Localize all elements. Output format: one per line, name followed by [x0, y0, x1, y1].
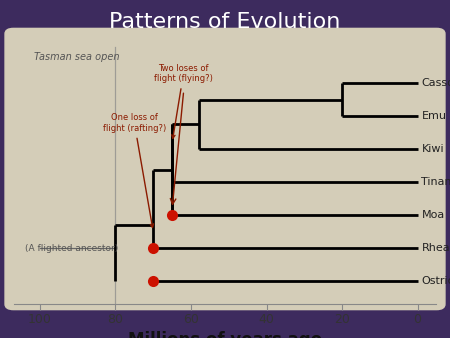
- Text: Two loses of
flight (flying?): Two loses of flight (flying?): [154, 64, 213, 138]
- X-axis label: Millions of years ago: Millions of years ago: [128, 331, 322, 338]
- Text: Ostrich: Ostrich: [421, 276, 450, 286]
- Text: Tinamous: Tinamous: [421, 177, 450, 187]
- Text: Cassowary: Cassowary: [421, 78, 450, 88]
- Text: Rhea: Rhea: [421, 243, 450, 253]
- Text: Kiwi: Kiwi: [421, 144, 444, 154]
- Text: One loss of
flight (rafting?): One loss of flight (rafting?): [103, 113, 166, 227]
- FancyBboxPatch shape: [5, 28, 445, 310]
- Text: Moa: Moa: [421, 210, 445, 220]
- Text: (A flighted ancestor): (A flighted ancestor): [25, 244, 118, 252]
- Text: Emu: Emu: [421, 111, 446, 121]
- Text: Tasman sea open: Tasman sea open: [34, 52, 119, 62]
- Text: Patterns of Evolution: Patterns of Evolution: [109, 12, 341, 32]
